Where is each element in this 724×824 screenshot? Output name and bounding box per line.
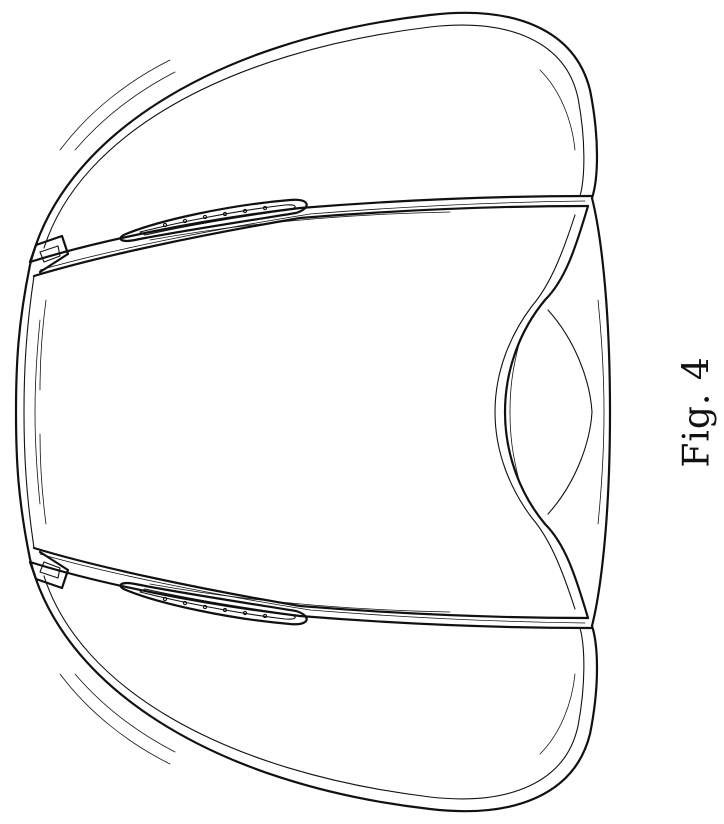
outer-shell-outline [16, 13, 610, 811]
left-rim-edge [24, 276, 34, 548]
inner-shell-outline-lower [44, 576, 584, 799]
shading-lines [35, 60, 604, 764]
bottom-buckle [30, 552, 68, 588]
bottom-seam-upper-line [34, 548, 588, 618]
front-plate-outline [505, 206, 588, 618]
inner-shell-outline [44, 25, 584, 248]
lower-face-curve [548, 310, 592, 514]
figure-label: Fig. 4 [677, 356, 718, 467]
top-buckle [30, 236, 68, 272]
top-seam-lower-line [34, 206, 588, 276]
